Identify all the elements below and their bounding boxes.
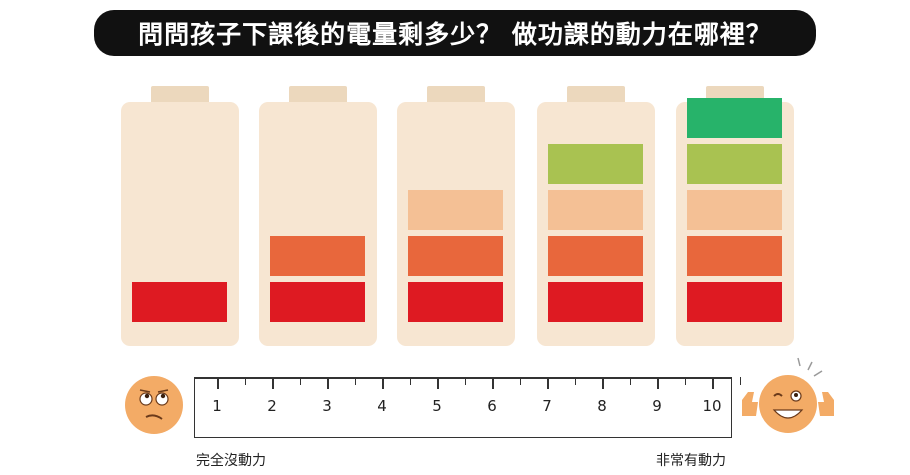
scale-left-label: 完全沒動力 — [196, 453, 266, 469]
battery-cell — [687, 98, 782, 138]
scale-tick — [409, 377, 411, 385]
page-title: 問問孩子下課後的電量剩多少？ 做功課的動力在哪裡？ — [94, 10, 816, 56]
battery-cell — [408, 282, 503, 322]
scale-tick — [492, 377, 494, 389]
motivation-scale: 1 2 3 4 5 6 7 8 9 10 — [194, 377, 741, 438]
happy-thumbs-up-face-icon — [742, 357, 834, 433]
battery-cell — [270, 236, 365, 276]
scale-number: 10 — [702, 397, 722, 415]
battery-cap — [151, 86, 209, 104]
battery-level-2 — [259, 86, 377, 348]
scale-number: 5 — [432, 397, 442, 415]
scale-tick — [602, 377, 604, 389]
battery-cap — [427, 86, 485, 104]
scale-tick — [272, 377, 274, 389]
scale-tick — [217, 377, 219, 389]
scale-tick — [712, 377, 714, 389]
scale-tick — [382, 377, 384, 389]
scale-number: 9 — [652, 397, 662, 415]
scale-tick — [684, 377, 686, 385]
scale-number: 1 — [212, 397, 222, 415]
scale-tick — [574, 377, 576, 385]
scale-number: 3 — [322, 397, 332, 415]
battery-cell — [270, 282, 365, 322]
battery-cap — [567, 86, 625, 104]
scale-number: 7 — [542, 397, 552, 415]
battery-level-3 — [397, 86, 515, 348]
battery-level-5 — [676, 86, 794, 348]
battery-cell — [687, 236, 782, 276]
scale-tick — [299, 377, 301, 385]
scale-tick — [327, 377, 329, 389]
battery-cell — [687, 144, 782, 184]
battery-level-4 — [537, 86, 655, 348]
scale-tick — [739, 377, 741, 385]
battery-cell — [408, 190, 503, 230]
scale-tick — [244, 377, 246, 385]
confused-face-icon — [125, 376, 183, 434]
battery-cell — [132, 282, 227, 322]
battery-cell — [687, 190, 782, 230]
scale-number: 2 — [267, 397, 277, 415]
scale-tick — [464, 377, 466, 385]
scale-tick — [657, 377, 659, 389]
battery-cell — [548, 236, 643, 276]
scale-tick — [354, 377, 356, 385]
battery-level-1 — [121, 86, 239, 348]
scale-tick — [519, 377, 521, 385]
battery-cell — [408, 236, 503, 276]
battery-cell — [687, 282, 782, 322]
scale-tick — [547, 377, 549, 389]
scale-number: 4 — [377, 397, 387, 415]
scale-right-label: 非常有動力 — [656, 453, 726, 469]
scale-number: 6 — [487, 397, 497, 415]
battery-cell — [548, 190, 643, 230]
scale-number: 8 — [597, 397, 607, 415]
scale-tick — [629, 377, 631, 385]
scale-tick — [437, 377, 439, 389]
battery-cap — [289, 86, 347, 104]
battery-cell — [548, 144, 643, 184]
battery-cell — [548, 282, 643, 322]
